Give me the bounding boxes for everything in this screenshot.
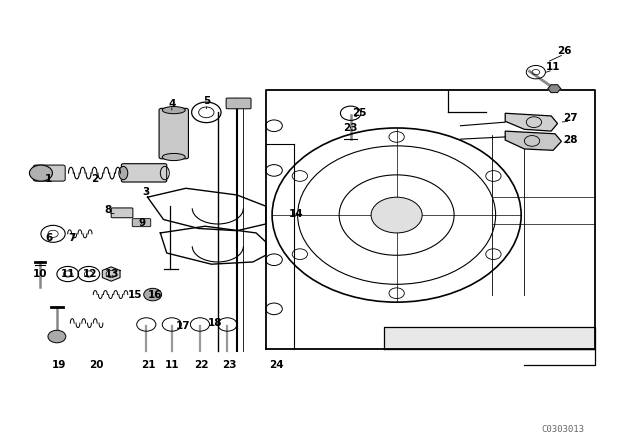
Ellipse shape — [163, 107, 185, 114]
Text: 9: 9 — [139, 218, 146, 228]
FancyBboxPatch shape — [111, 208, 133, 218]
Text: 25: 25 — [353, 108, 367, 118]
FancyBboxPatch shape — [33, 165, 65, 181]
Text: 23: 23 — [344, 123, 358, 133]
Ellipse shape — [163, 153, 185, 160]
Text: 10: 10 — [33, 269, 47, 279]
Text: 28: 28 — [563, 135, 577, 145]
Text: 8: 8 — [104, 205, 111, 215]
Text: C0303013: C0303013 — [541, 425, 584, 434]
Circle shape — [48, 330, 66, 343]
Text: 23: 23 — [222, 360, 237, 370]
Text: 26: 26 — [557, 46, 571, 56]
Polygon shape — [505, 131, 561, 151]
Text: 24: 24 — [269, 360, 284, 370]
Text: 5: 5 — [204, 96, 211, 106]
Text: 14: 14 — [289, 209, 303, 219]
Polygon shape — [548, 85, 561, 92]
Polygon shape — [102, 267, 120, 281]
Text: 12: 12 — [83, 269, 97, 279]
Text: 17: 17 — [175, 321, 190, 331]
Text: 3: 3 — [143, 187, 150, 197]
Ellipse shape — [119, 166, 128, 180]
Text: 27: 27 — [563, 113, 578, 123]
FancyBboxPatch shape — [132, 219, 151, 227]
Text: 2: 2 — [92, 174, 99, 184]
Text: 22: 22 — [195, 360, 209, 370]
FancyBboxPatch shape — [226, 98, 251, 109]
Text: 7: 7 — [68, 233, 76, 243]
Text: 6: 6 — [45, 233, 52, 243]
FancyBboxPatch shape — [159, 108, 188, 159]
Text: 13: 13 — [105, 269, 120, 279]
Text: 21: 21 — [141, 360, 156, 370]
Text: 11: 11 — [61, 269, 75, 279]
Polygon shape — [505, 113, 557, 131]
Text: 1: 1 — [45, 174, 52, 184]
Text: 4: 4 — [168, 99, 175, 109]
Text: 11: 11 — [164, 360, 179, 370]
Text: 11: 11 — [546, 62, 561, 72]
Text: 18: 18 — [207, 318, 222, 328]
Text: 15: 15 — [127, 289, 142, 300]
FancyBboxPatch shape — [122, 164, 167, 182]
Circle shape — [144, 289, 162, 301]
Text: 20: 20 — [89, 360, 104, 370]
Circle shape — [371, 197, 422, 233]
Text: 19: 19 — [52, 360, 67, 370]
Polygon shape — [384, 327, 595, 349]
Circle shape — [29, 165, 52, 181]
Text: 16: 16 — [148, 289, 163, 300]
